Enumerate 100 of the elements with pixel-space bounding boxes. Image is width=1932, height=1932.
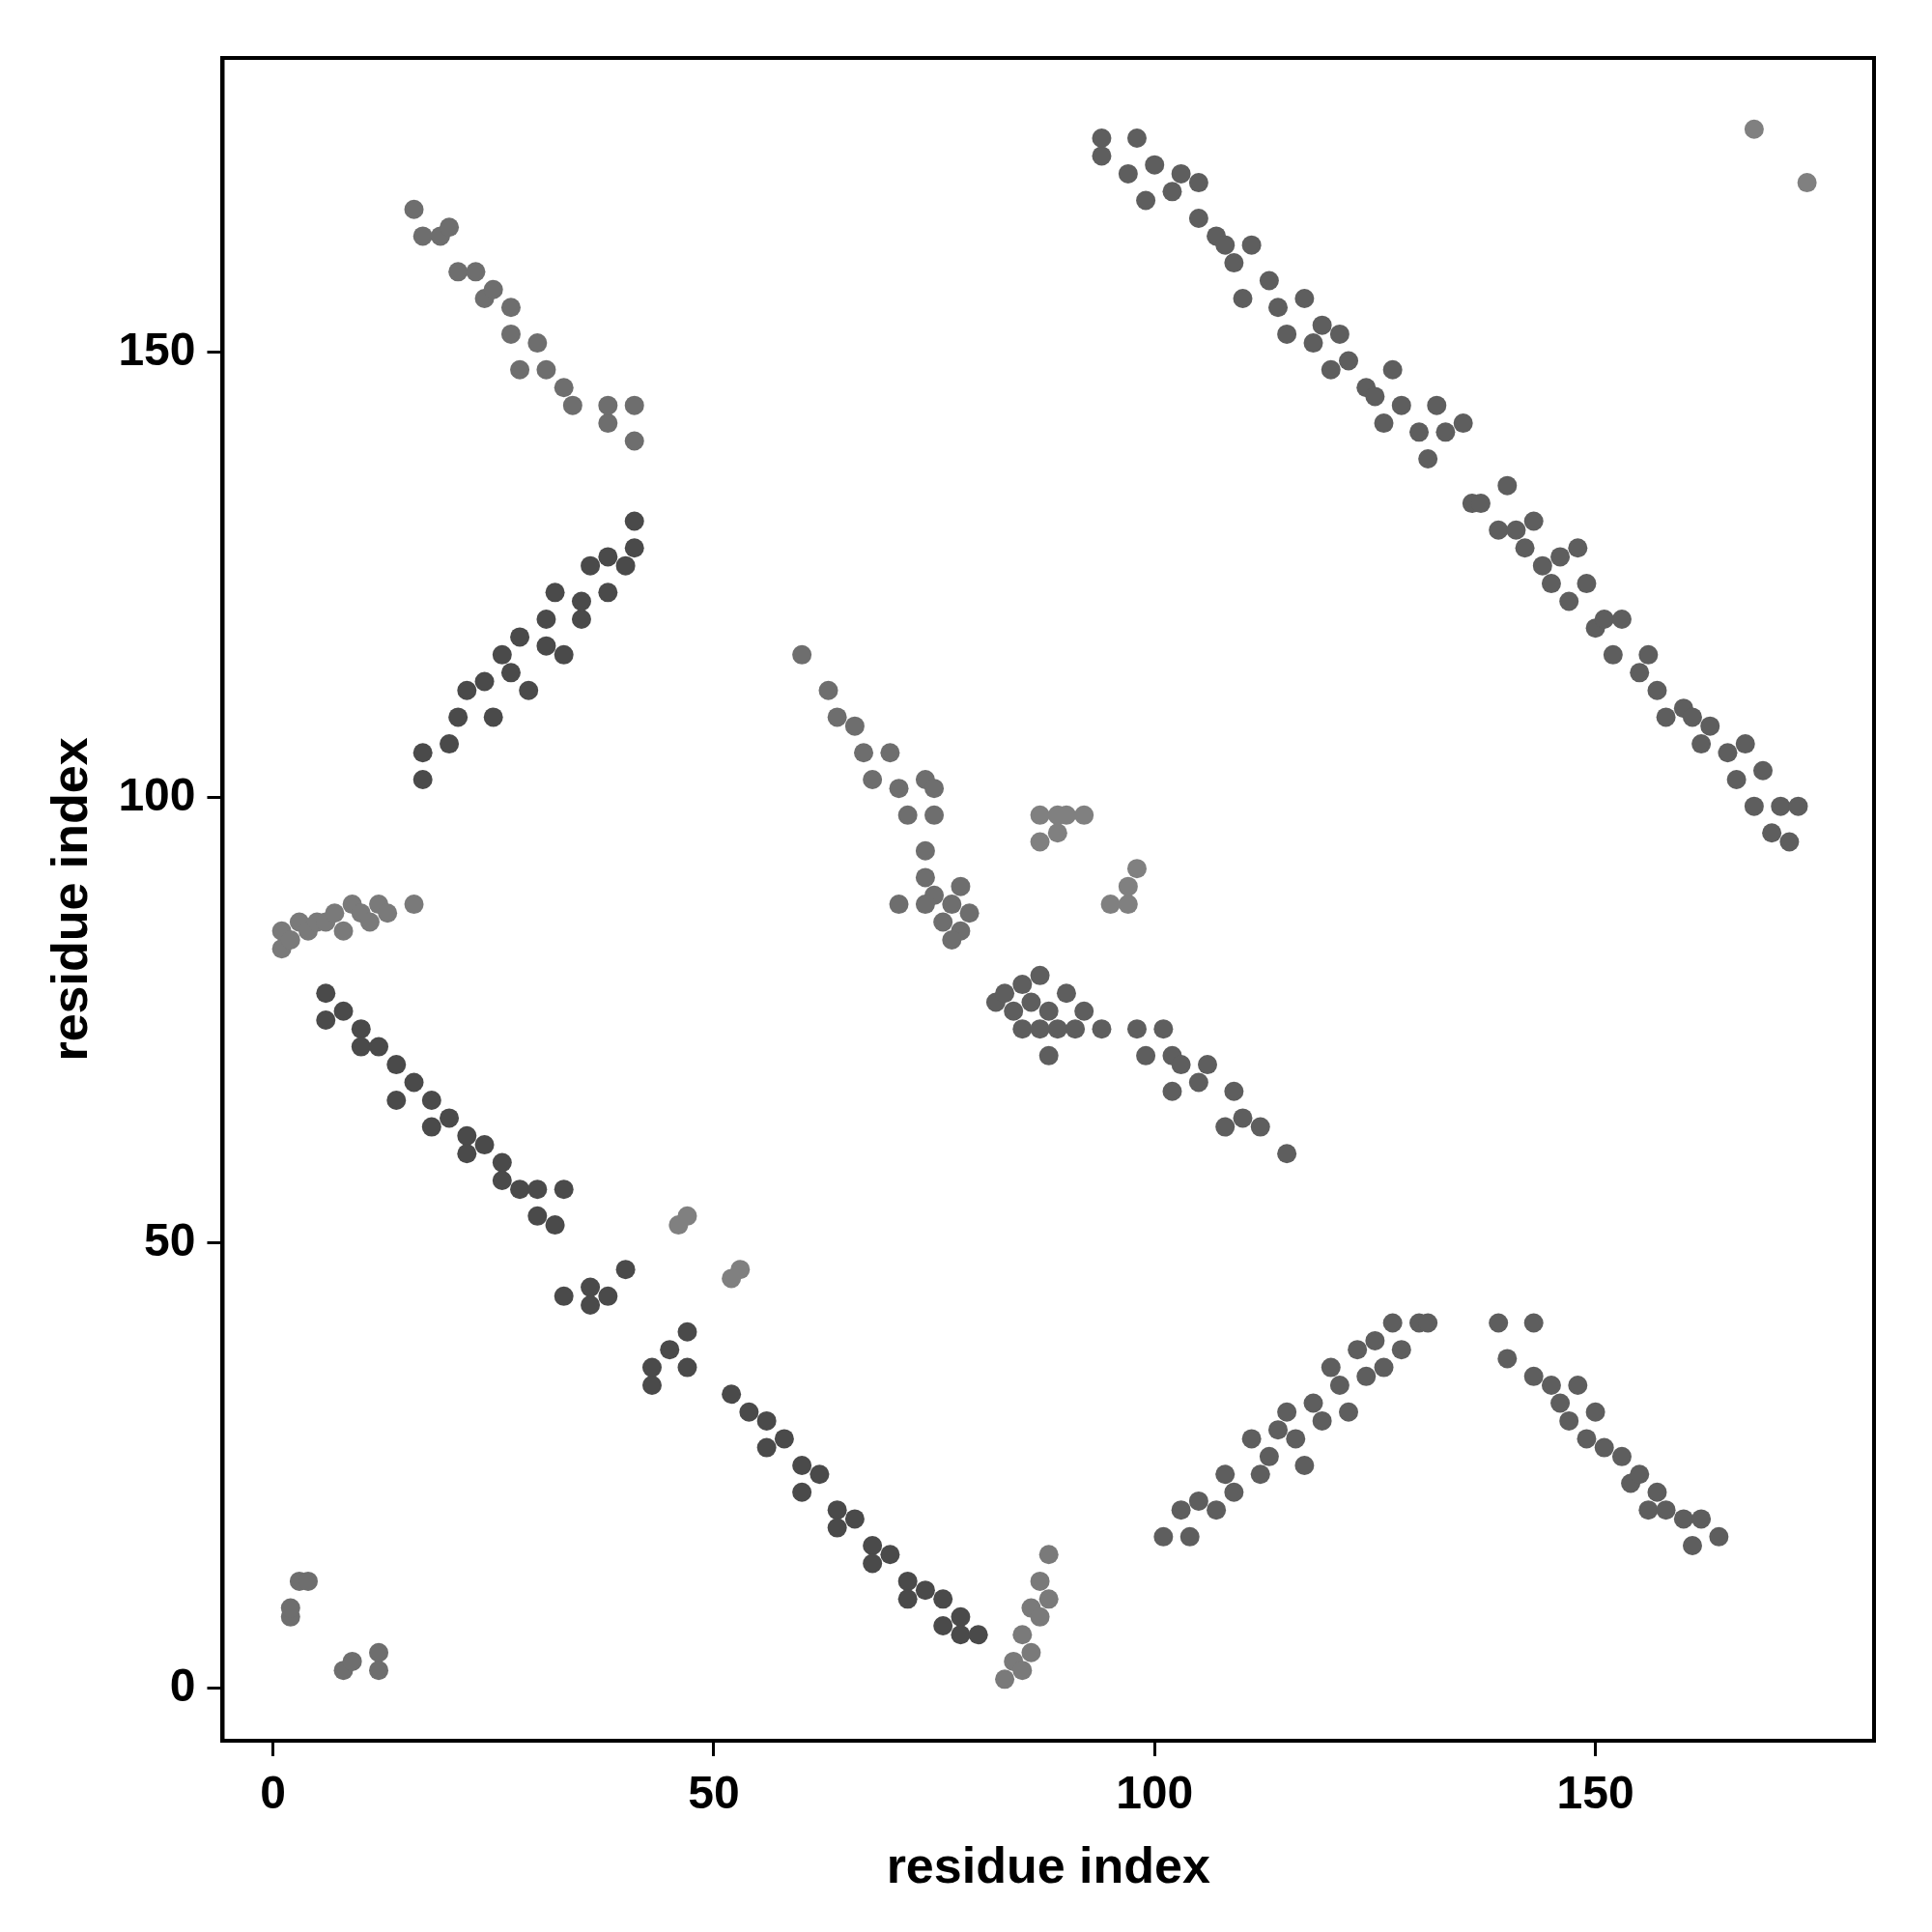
point xyxy=(1682,1536,1702,1556)
point xyxy=(448,707,469,727)
point xyxy=(457,1144,477,1164)
point xyxy=(378,903,398,923)
point xyxy=(1126,1019,1147,1039)
point xyxy=(863,1536,883,1556)
point xyxy=(554,378,574,398)
point xyxy=(641,1357,662,1378)
point xyxy=(351,1019,371,1039)
point xyxy=(1074,1001,1094,1021)
point xyxy=(1391,1340,1411,1360)
point xyxy=(1030,1019,1050,1039)
point xyxy=(1179,1526,1200,1547)
point xyxy=(440,734,460,754)
point xyxy=(1348,1340,1368,1360)
point xyxy=(1030,1606,1050,1627)
point xyxy=(581,1277,601,1297)
point xyxy=(1162,1081,1182,1101)
point xyxy=(510,627,530,647)
point xyxy=(386,1090,407,1110)
point xyxy=(1339,1402,1359,1422)
point xyxy=(897,1589,918,1609)
point xyxy=(1047,1019,1067,1039)
point xyxy=(1171,1055,1191,1075)
point xyxy=(466,262,486,282)
point xyxy=(615,1260,636,1280)
point xyxy=(1797,173,1817,193)
point xyxy=(581,555,601,576)
point xyxy=(1126,859,1147,879)
point xyxy=(1277,1144,1297,1164)
point xyxy=(1489,1313,1509,1333)
point xyxy=(844,1509,865,1529)
point xyxy=(1374,1357,1394,1378)
x-axis-title: residue index xyxy=(886,1837,1210,1894)
point xyxy=(1638,1500,1659,1520)
point xyxy=(915,840,935,861)
y-tick-label: 100 xyxy=(118,768,196,820)
point xyxy=(1136,1045,1156,1065)
point xyxy=(915,895,935,915)
point xyxy=(863,769,883,789)
point xyxy=(1630,1464,1650,1485)
point xyxy=(933,912,953,932)
point xyxy=(554,1286,574,1306)
point xyxy=(942,929,962,950)
point xyxy=(1118,895,1138,915)
point xyxy=(1250,1117,1270,1137)
point xyxy=(615,555,636,576)
point xyxy=(474,671,495,692)
point xyxy=(1188,1072,1208,1093)
y-axis-title: residue index xyxy=(41,737,98,1062)
point xyxy=(369,1642,389,1662)
point xyxy=(880,743,900,763)
point xyxy=(827,1518,847,1538)
point xyxy=(641,1376,662,1396)
point xyxy=(333,1001,354,1021)
point xyxy=(677,1357,697,1378)
y-tick-label: 0 xyxy=(169,1659,196,1711)
point xyxy=(1691,1509,1712,1529)
point xyxy=(1294,1456,1315,1476)
point xyxy=(492,1152,512,1173)
point xyxy=(351,1037,371,1057)
point xyxy=(1241,1429,1262,1449)
point xyxy=(995,1669,1015,1690)
point xyxy=(739,1402,759,1422)
point xyxy=(1250,1464,1270,1485)
point xyxy=(457,1125,477,1146)
point xyxy=(1523,1313,1544,1333)
point xyxy=(959,903,980,923)
point xyxy=(404,895,424,915)
point xyxy=(1497,1349,1518,1369)
point xyxy=(951,1606,971,1627)
point xyxy=(1004,1001,1024,1021)
point xyxy=(933,1616,953,1636)
point xyxy=(756,1437,777,1458)
y-tick-label: 150 xyxy=(118,323,196,375)
point xyxy=(1224,1482,1244,1502)
point xyxy=(624,538,644,558)
point xyxy=(915,867,935,888)
point xyxy=(386,1055,407,1075)
point xyxy=(1038,1589,1059,1609)
point xyxy=(483,707,503,727)
point xyxy=(500,663,521,683)
point xyxy=(492,644,512,665)
point xyxy=(1038,1045,1059,1065)
point xyxy=(325,903,345,923)
point xyxy=(316,1009,336,1030)
point xyxy=(500,298,521,318)
point xyxy=(536,359,556,380)
point xyxy=(1030,832,1050,852)
point xyxy=(554,644,574,665)
point xyxy=(1611,1446,1632,1466)
point xyxy=(1286,1429,1306,1449)
point xyxy=(897,805,918,825)
point xyxy=(1559,1410,1579,1431)
point xyxy=(1215,1464,1236,1485)
point xyxy=(1277,1402,1297,1422)
point xyxy=(457,680,477,700)
point xyxy=(810,1464,830,1485)
point xyxy=(1215,1117,1236,1137)
point xyxy=(527,1179,548,1200)
